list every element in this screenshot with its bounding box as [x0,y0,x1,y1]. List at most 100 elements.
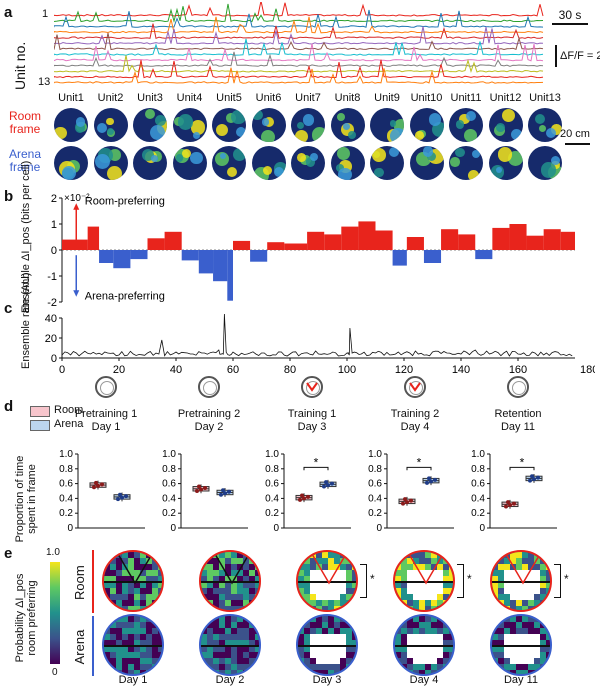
room-frame-label: Room frame [8,109,41,136]
heat-cell [140,646,146,652]
heat-cell [255,670,259,674]
box-ytick-label: 0.6 [471,479,485,490]
heat-cell [122,658,128,664]
heat-cell [492,628,498,634]
heat-cell [401,646,407,652]
heat-cell [449,552,453,558]
heat-cell [134,640,140,646]
heat-cell [316,582,322,588]
heat-cell [425,652,431,658]
heat-cell [201,588,207,594]
heat-cell [534,582,540,588]
box-ytick-label: 0.2 [368,508,382,519]
heat-cell [504,652,510,658]
heat-cell [522,658,528,664]
heat-cell [546,606,550,610]
heat-cell [201,646,207,652]
heat-cell [540,652,546,658]
heat-cell [528,606,534,610]
significance-bracket [509,466,535,471]
significance-star: * [564,572,569,586]
heat-cell [310,664,316,670]
heat-cell [328,588,334,594]
field-blob [393,119,404,134]
heat-cell [237,622,243,628]
field-blob [388,146,399,157]
heat-cell [134,600,140,606]
heat-cell [219,646,225,652]
heat-cell [449,616,453,622]
box-ytick-label: 0.8 [471,464,485,475]
heat-cell [225,570,231,576]
ipos-bar [99,250,114,263]
heat-cell [534,622,540,628]
heat-cell [255,652,259,658]
heat-cell [546,616,550,622]
heat-cell [122,600,128,606]
field-blob [510,129,522,141]
heat-cell [334,564,340,570]
heat-cell [498,616,504,622]
heat-cell [146,616,152,622]
df-scale-text: ΔF/F = 2 [560,50,600,62]
rate-xtick-label: 40 [170,364,182,376]
heat-cell [334,622,340,628]
field-blob [109,149,122,161]
unit-name: Unit13 [529,92,561,104]
field-blob [190,120,205,135]
rate-ytick-label: 20 [45,333,57,345]
heat-cell [207,664,213,670]
heat-cell [231,564,237,570]
heat-cell [510,588,516,594]
field-blob [273,166,284,177]
heat-cell [540,670,546,674]
heat-cell [328,646,334,652]
heat-cell [316,646,322,652]
heat-cell [122,606,128,610]
place-field-room-6 [251,108,286,142]
unit-name: Unit10 [410,92,443,104]
heat-cell [443,640,449,646]
heat-cell [534,600,540,606]
heat-cell [546,600,550,606]
heat-cell [522,646,528,652]
heat-cell [304,600,310,606]
heat-cell [152,628,158,634]
arena-point [118,492,122,497]
significance-star: * [370,572,375,586]
field-blob [415,131,424,140]
room-point [405,500,409,505]
heat-cell [346,582,352,588]
heat-cell [304,628,310,634]
heat-cell [407,588,413,594]
heat-cell [334,594,340,600]
heat-cell [546,622,550,628]
heat-cell [407,670,413,674]
heat-cell [395,606,401,610]
heat-cell [158,616,162,622]
heat-cell [431,564,437,570]
heat-cell [116,622,122,628]
heat-cell [498,558,504,564]
rate-xlabel: 180 time (s) [580,364,595,376]
heat-cell [152,646,158,652]
heat-cell [225,658,231,664]
heat-cell [225,616,231,622]
heat-cell [322,640,328,646]
heat-cell [425,552,431,558]
room-point [512,501,516,506]
heat-cell [419,622,425,628]
midline [395,581,453,583]
heat-cell [437,582,443,588]
heat-cell [140,582,146,588]
heat-cell [122,552,128,558]
field-blob [105,117,114,126]
shock-zone-mark [409,382,421,392]
field-blob [175,154,184,162]
heat-cell [134,628,140,634]
heat-cell [310,622,316,628]
heat-cell [237,558,243,564]
session-day: Day 2 [194,421,224,433]
heat-cell [122,670,128,674]
heat-cell [122,588,128,594]
